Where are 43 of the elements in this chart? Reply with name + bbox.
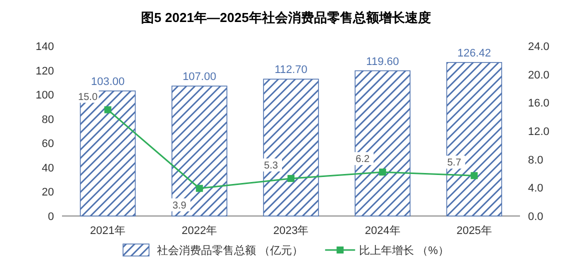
y2-tick-label: 8.0 [528, 154, 544, 166]
y2-tick-label: 0.0 [528, 211, 544, 223]
bar [80, 90, 136, 216]
y-tick-label: 120 [36, 65, 54, 78]
point [288, 174, 294, 182]
point [104, 106, 112, 114]
data-label: 112.70 [274, 64, 308, 76]
data-label: 15.0 [78, 92, 98, 103]
data-label: 5.3 [264, 160, 278, 172]
legend-label: 比上年增长 （%） [359, 244, 449, 257]
chart-title: 图5 2021年—2025年社会消费品零售总额增长速度 [141, 10, 431, 25]
y-tick-label: 60 [42, 138, 54, 150]
point [196, 184, 203, 192]
y-tick-label: 100 [36, 90, 54, 102]
y2-tick-label: 4.0 [528, 182, 544, 195]
legend-label: 社会消费品零售总额 （亿元） [157, 244, 304, 257]
data-label: 103.00 [90, 76, 125, 88]
x-tick-label: 2023年 [273, 225, 309, 237]
y-tick-label: 140 [36, 41, 54, 53]
bar [354, 70, 410, 216]
data-label: 3.9 [172, 200, 187, 212]
bar [172, 86, 228, 216]
y2-tick-label: 16.0 [528, 98, 550, 110]
x-tick-label: 2021年 [90, 225, 126, 237]
x-tick-label: 2024年 [364, 225, 400, 237]
y2-tick-label: 12.0 [528, 126, 550, 138]
point [470, 172, 478, 180]
data-label: 126.42 [457, 47, 492, 60]
y-tick-label: 20 [42, 186, 54, 199]
bar [263, 78, 319, 216]
data-label: 119.60 [366, 56, 400, 68]
point [379, 168, 386, 176]
y-tick-label: 40 [42, 162, 54, 174]
data-label: 6.2 [356, 154, 370, 166]
bar [446, 62, 502, 216]
data-label: 5.7 [447, 158, 462, 169]
x-tick-label: 2025年 [456, 225, 492, 237]
y2-tick-label: 24.0 [528, 41, 550, 53]
y2-tick-label: 20.0 [528, 69, 550, 82]
x-tick-label: 2022年 [182, 225, 218, 237]
y-tick-label: 0 [48, 211, 54, 223]
data-label: 107.00 [182, 71, 216, 84]
y-tick-label: 80 [42, 114, 54, 126]
